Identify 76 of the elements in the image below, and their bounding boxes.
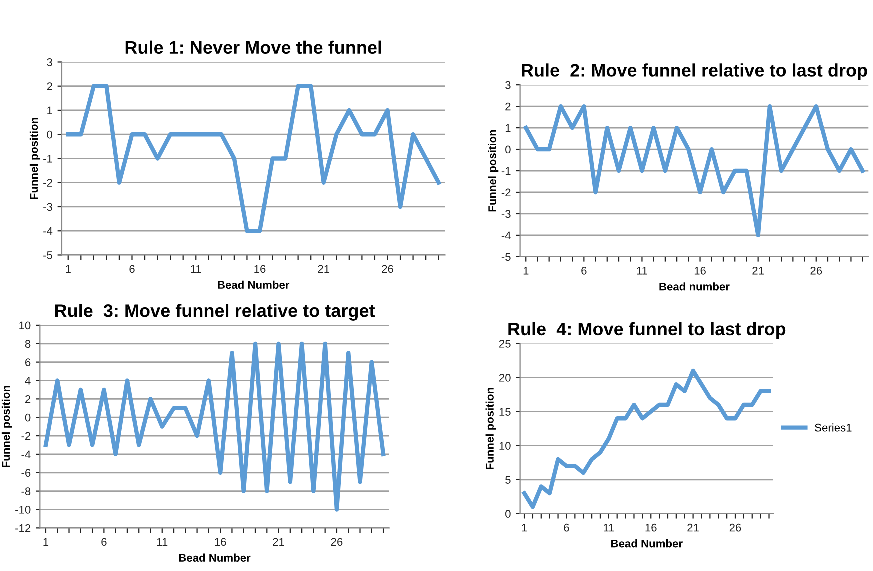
y-tick-label: -12 [16, 524, 31, 532]
x-tick-label: 26 [382, 265, 394, 274]
line-series [66, 84, 441, 234]
y-tick-label: 10 [20, 322, 31, 330]
x-tick-label: 1 [66, 265, 71, 274]
x-tick-label: 11 [604, 524, 614, 532]
y-tick-label: 20 [499, 374, 511, 382]
y-tick-label: -5 [502, 253, 511, 262]
x-axis-title: Bead Number [612, 540, 683, 548]
x-tick-label: 21 [752, 266, 764, 275]
y-tick-label: -3 [502, 210, 511, 218]
y-tick-label: 1 [506, 124, 511, 132]
y-tick-label: 10 [500, 442, 511, 450]
x-tick-label: 1 [524, 267, 529, 275]
y-tick-label: -2 [502, 188, 511, 197]
x-tick-label: 26 [331, 538, 343, 546]
x-axis-title: Bead Number [179, 554, 251, 562]
x-tick-label: 6 [582, 266, 587, 275]
y-tick-label: 2 [47, 82, 52, 90]
x-tick-label: 1 [522, 524, 528, 532]
y-tick-label: 3 [506, 81, 511, 90]
x-tick-label: 16 [215, 538, 226, 546]
y-tick-label: 1 [48, 106, 52, 115]
y-tick-label: -4 [22, 450, 31, 458]
x-tick-label: 11 [191, 265, 202, 274]
x-tick-label: 6 [130, 265, 135, 274]
y-axis-title: Funnel position [486, 388, 496, 470]
y-tick-label: 3 [47, 58, 52, 66]
chart-title: Rule 1: Never Move the funnel [126, 40, 382, 54]
x-axis-title: Bead number [660, 282, 730, 291]
y-tick-label: 8 [25, 340, 31, 348]
x-tick-label: 26 [730, 524, 742, 532]
chart-title: Rule 2: Move funnel relative to last drop [522, 64, 868, 80]
y-tick-label: 0 [506, 510, 511, 518]
x-tick-label: 11 [637, 267, 648, 275]
y-tick-label: 0 [506, 146, 511, 154]
y-axis-title: Funnel position [2, 386, 12, 468]
x-tick-label: 26 [810, 266, 822, 275]
y-tick-label: -8 [22, 488, 31, 496]
x-tick-label: 16 [254, 265, 266, 274]
y-tick-label: 0 [47, 130, 53, 139]
chart-title: Rule 4: Move funnel to last drop [508, 322, 786, 340]
y-tick-label: -10 [16, 506, 31, 514]
y-tick-label: -1 [502, 167, 511, 176]
y-tick-label: 15 [500, 408, 511, 416]
chart-title: Rule 3: Move funnel relative to target [55, 304, 376, 321]
y-tick-label: 5 [506, 476, 511, 484]
y-tick-label: 6 [26, 358, 31, 366]
y-tick-label: 2 [506, 102, 511, 111]
line-series [522, 368, 772, 510]
x-axis-title: Bead Number [218, 280, 290, 290]
x-tick-label: 11 [157, 538, 168, 546]
y-tick-label: 25 [499, 340, 511, 348]
y-tick-label: -4 [44, 227, 53, 236]
line-series [44, 342, 386, 512]
y-tick-label: 4 [25, 377, 31, 385]
y-tick-label: 2 [26, 395, 31, 404]
y-tick-label: -4 [502, 232, 511, 240]
y-tick-label: -6 [22, 469, 31, 478]
y-tick-label: -2 [44, 179, 52, 187]
y-axis-title: Funnel position [488, 130, 499, 212]
x-tick-label: 6 [564, 524, 570, 532]
y-tick-label: -5 [44, 252, 52, 260]
x-tick-label: 21 [318, 265, 330, 274]
x-tick-label: 16 [694, 266, 706, 275]
y-tick-label: -3 [44, 203, 52, 212]
legend-label: Series1 [815, 424, 852, 432]
y-tick-label: 0 [25, 414, 31, 422]
x-tick-label: 21 [688, 524, 699, 532]
y-axis-title: Funnel position [30, 118, 40, 200]
y-tick-label: -2 [22, 432, 31, 440]
y-tick-label: -1 [44, 155, 52, 163]
x-tick-label: 21 [273, 538, 284, 546]
x-tick-label: 6 [102, 538, 107, 546]
line-series [524, 104, 865, 238]
x-tick-label: 16 [646, 524, 657, 532]
